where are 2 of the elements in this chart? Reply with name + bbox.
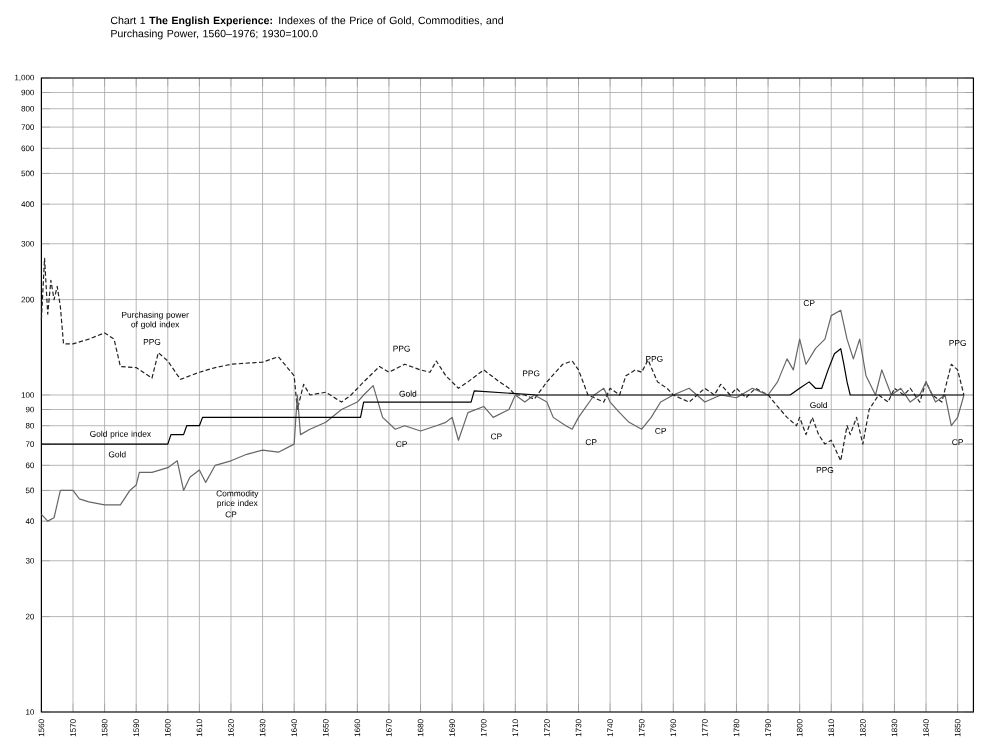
line-series: [40, 257, 965, 462]
line-series: [40, 309, 965, 522]
